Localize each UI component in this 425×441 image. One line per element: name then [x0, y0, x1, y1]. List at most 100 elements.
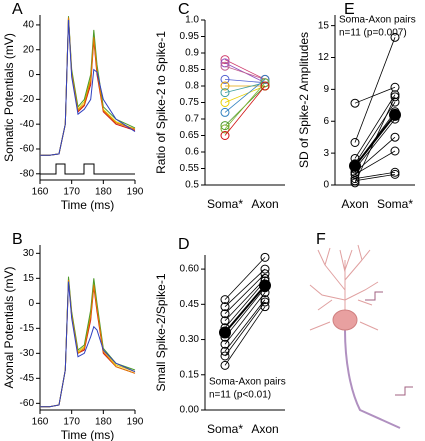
y-tick-label: -15	[20, 323, 35, 334]
point	[220, 121, 230, 131]
point	[260, 302, 270, 312]
x-tick-label: Axon	[341, 197, 368, 211]
point	[260, 269, 270, 279]
pair-line	[354, 101, 396, 164]
point	[350, 138, 360, 147]
x-tick-label: Soma*	[207, 422, 243, 436]
point	[220, 81, 230, 91]
y-tick-label: 15	[318, 20, 330, 31]
annotation: n=11 (p=0.007)	[339, 28, 407, 39]
y-tick-label: 3	[323, 148, 329, 159]
point	[390, 169, 400, 179]
y-tick-label: 0.7	[185, 114, 199, 125]
y-tick-label: 0	[28, 298, 34, 309]
trace	[40, 279, 136, 408]
point	[260, 81, 270, 91]
pair-line	[224, 287, 266, 338]
pair-line	[224, 79, 266, 113]
y-tick-label: 0.65	[180, 130, 200, 141]
pair-line	[224, 292, 266, 345]
point	[390, 132, 400, 142]
mean-line	[354, 114, 396, 167]
pair-line	[224, 85, 266, 136]
mean-point	[349, 159, 361, 172]
x-tick-label: 190	[127, 187, 144, 198]
pair-line	[354, 173, 396, 182]
point	[220, 316, 230, 326]
point	[220, 98, 230, 107]
y-tick-label: -80	[20, 168, 35, 179]
y-tick-label: 20	[23, 44, 35, 55]
point	[220, 124, 230, 134]
point	[220, 339, 230, 349]
pair-line	[354, 37, 396, 143]
point	[260, 297, 270, 307]
mean-point	[219, 326, 231, 339]
x-tick-label: Soma*	[377, 197, 413, 211]
y-tick-label: 0.00	[180, 405, 200, 416]
trace	[40, 279, 136, 408]
y-tick-label: 0.45	[180, 299, 200, 310]
panel-label: B	[12, 231, 23, 248]
y-tick-label: 1.0	[185, 15, 199, 26]
point	[220, 107, 230, 117]
y-tick-label: 0.85	[180, 64, 200, 75]
trace	[40, 278, 136, 408]
point	[350, 176, 360, 186]
y-axis-title: Somatic Potentials (mV)	[2, 33, 16, 162]
y-tick-label: 0.75	[180, 97, 200, 108]
point	[260, 74, 270, 84]
point	[220, 58, 230, 68]
point	[260, 78, 270, 88]
x-axis-title: Time (ms)	[61, 198, 115, 212]
y-tick-label: 30	[23, 248, 35, 259]
pair-line	[224, 273, 266, 314]
y-tick-label: -30	[20, 348, 35, 359]
pair-line	[354, 94, 396, 159]
point	[220, 309, 230, 319]
y-axis-title: Small Spike-2/Spike-1	[154, 273, 168, 391]
y-tick-label: -45	[20, 373, 35, 384]
pair-line	[354, 136, 396, 173]
y-axis-title: SD of Spike-2 Amplitudes	[297, 32, 311, 168]
x-tick-label: 180	[95, 417, 112, 428]
point	[220, 360, 230, 370]
pair-line	[354, 171, 396, 180]
pair-line	[224, 82, 266, 93]
pair-line	[224, 257, 266, 300]
x-tick-label: 190	[127, 417, 144, 428]
y-tick-label: -60	[20, 398, 35, 409]
point	[260, 252, 270, 262]
y-tick-label: 9	[323, 84, 329, 95]
y-tick-label: 0.55	[180, 163, 200, 174]
panel-label: E	[344, 1, 355, 18]
x-tick-label: 170	[63, 187, 80, 198]
x-axis-title: Time (ms)	[61, 428, 115, 441]
trace	[40, 281, 136, 408]
x-tick-label: 160	[32, 187, 49, 198]
trace	[40, 276, 136, 408]
pair-line	[224, 59, 266, 80]
y-tick-label: 40	[23, 20, 35, 31]
pair-line	[224, 79, 266, 84]
x-tick-label: 170	[63, 417, 80, 428]
pair-line	[224, 65, 266, 80]
y-axis-title: Ratio of Spike-2 to Spike-1	[154, 31, 168, 174]
x-tick-label: Soma*	[207, 197, 243, 211]
point	[390, 167, 400, 177]
pair-line	[224, 306, 266, 366]
y-tick-label: 0	[28, 69, 34, 80]
point	[390, 82, 400, 92]
y-tick-label: 12	[318, 52, 330, 63]
annotation: Soma-Axon pairs	[209, 377, 286, 388]
point	[260, 264, 270, 274]
point	[350, 98, 360, 108]
y-tick-label: 0	[323, 180, 329, 191]
y-tick-label: 0.95	[180, 31, 200, 42]
mean-point	[389, 108, 401, 121]
pair-line	[354, 118, 396, 170]
point	[260, 295, 270, 305]
pair-line	[354, 150, 396, 175]
mean-point	[259, 279, 271, 292]
